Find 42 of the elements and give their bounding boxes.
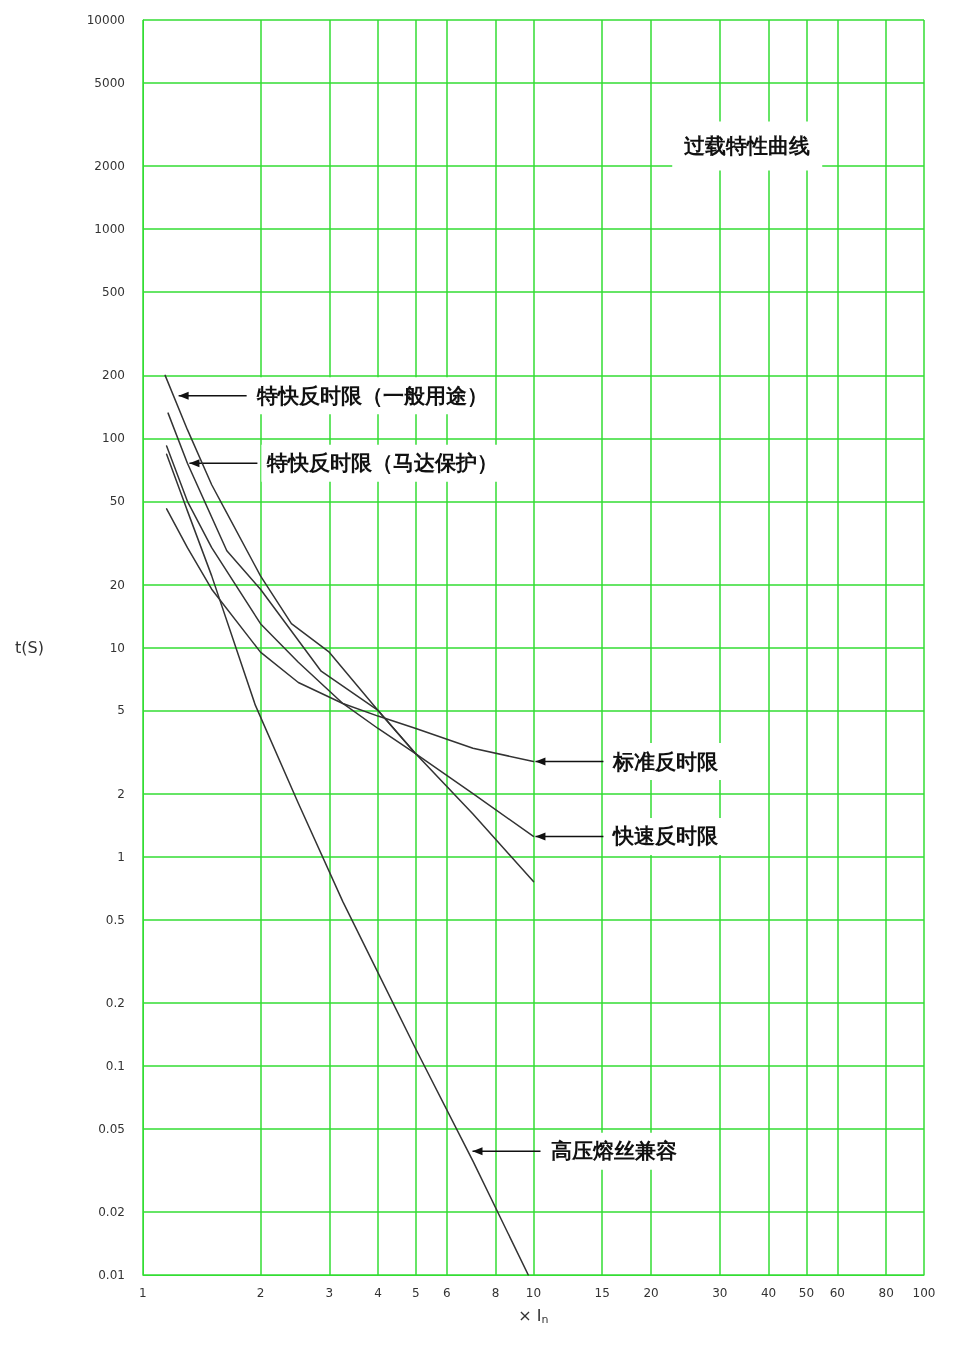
x-tick-label: 5 bbox=[412, 1286, 420, 1300]
annotation: 特快反时限（一般用途） bbox=[255, 383, 488, 408]
y-tick-label: 10 bbox=[109, 640, 125, 655]
y-tick-label: 50 bbox=[109, 494, 125, 509]
y-tick-label: 0.05 bbox=[98, 1121, 125, 1136]
y-tick-label: 2000 bbox=[94, 159, 125, 174]
annotation: 高压熔丝兼容 bbox=[550, 1139, 677, 1164]
x-tick-label: 4 bbox=[374, 1286, 382, 1300]
y-tick-label: 0.02 bbox=[98, 1205, 125, 1220]
x-tick-label: 3 bbox=[325, 1286, 334, 1300]
x-tick-label: 30 bbox=[712, 1286, 728, 1300]
y-tick-label: 1000 bbox=[94, 222, 125, 237]
annotation: 标准反时限 bbox=[612, 749, 720, 774]
x-tick-label: 2 bbox=[256, 1286, 265, 1300]
x-tick-label: 1 bbox=[139, 1286, 147, 1300]
y-tick-label: 0.1 bbox=[105, 1058, 125, 1073]
y-tick-label: 500 bbox=[102, 285, 125, 300]
x-tick-label: 10 bbox=[525, 1286, 542, 1300]
annotation: 特快反时限（马达保护） bbox=[266, 451, 499, 476]
y-tick-label: 200 bbox=[102, 368, 125, 383]
y-tick-label: 100 bbox=[102, 431, 125, 446]
y-tick-label: 1 bbox=[117, 849, 125, 864]
y-tick-label: 5 bbox=[117, 703, 125, 718]
x-tick-label: 6 bbox=[443, 1286, 451, 1300]
y-axis-title: t(S) bbox=[14, 638, 44, 657]
y-tick-label: 0.2 bbox=[105, 995, 125, 1010]
annotation: 快速反时限 bbox=[611, 824, 720, 849]
x-tick-label: 40 bbox=[760, 1286, 777, 1300]
text: 过载特性曲线 bbox=[683, 133, 811, 158]
x-tick-label: 8 bbox=[491, 1286, 500, 1300]
x-tick-label: 60 bbox=[829, 1286, 845, 1300]
y-tick-label: 0.5 bbox=[105, 912, 125, 927]
x-tick-label: 15 bbox=[594, 1286, 610, 1300]
y-tick-label: 0.01 bbox=[98, 1268, 125, 1282]
y-tick-label: 10000 bbox=[86, 13, 125, 27]
y-tick-label: 5000 bbox=[94, 75, 125, 90]
x-tick-label: 80 bbox=[878, 1286, 894, 1300]
y-tick-label: 2 bbox=[117, 786, 125, 801]
x-tick-label: 20 bbox=[643, 1286, 659, 1300]
y-tick-label: 20 bbox=[109, 577, 125, 592]
x-tick-label: 100 bbox=[912, 1286, 936, 1300]
x-tick-label: 50 bbox=[798, 1286, 815, 1300]
